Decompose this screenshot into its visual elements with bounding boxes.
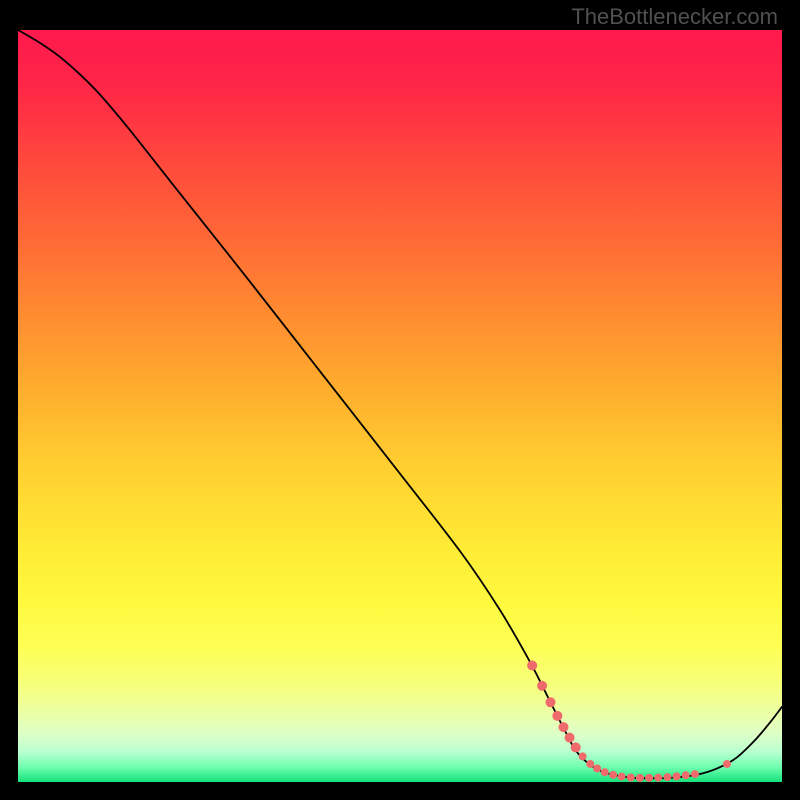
watermark-text: TheBottlenecker.com [571,4,778,30]
scatter-point [565,733,575,743]
scatter-point [558,722,568,732]
scatter-point [682,771,690,779]
scatter-point [627,773,635,781]
scatter-point [537,681,547,691]
scatter-point [601,768,609,776]
scatter-point [571,742,581,752]
scatter-point [723,760,731,768]
scatter-point [552,711,562,721]
scatter-point [618,773,626,781]
scatter-point [527,660,537,670]
scatter-point [691,770,699,778]
scatter-point [654,774,662,782]
scatter-point [645,774,653,782]
scatter-point [673,772,681,780]
scatter-point [593,764,601,772]
chart-background [18,30,782,782]
scatter-point [663,773,671,781]
scatter-point [546,697,556,707]
chart-svg [18,30,782,782]
scatter-point [609,771,617,779]
chart-plot-area [18,30,782,782]
scatter-point [586,760,594,768]
scatter-point [579,752,587,760]
scatter-point [636,774,644,782]
